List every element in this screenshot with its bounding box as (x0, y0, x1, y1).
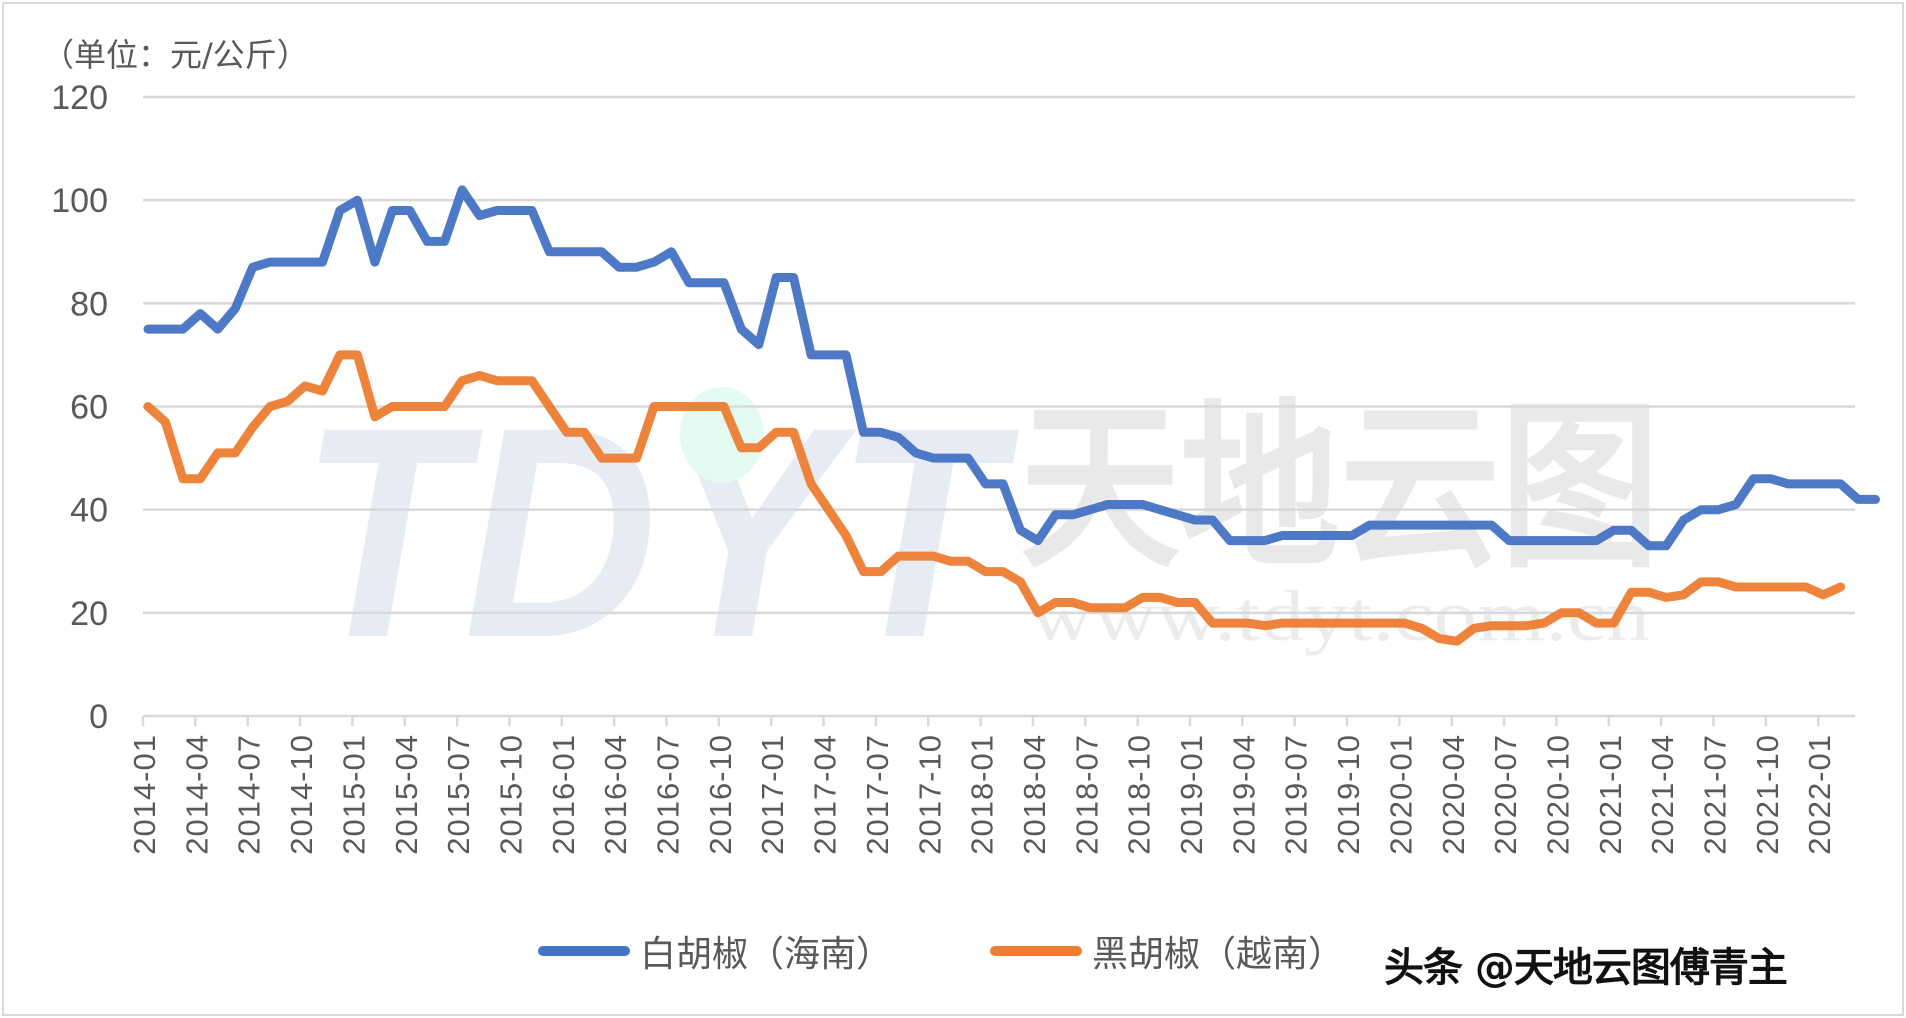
x-tick-label: 2015-04 (389, 734, 424, 855)
x-tick-label: 2021-07 (1698, 734, 1733, 855)
y-tick-label: 40 (70, 492, 108, 530)
series-lines (143, 185, 1880, 646)
x-tick-label: 2018-07 (1069, 734, 1104, 855)
x-tick-label: 2019-04 (1226, 734, 1261, 855)
x-tick-label: 2020-01 (1383, 734, 1418, 855)
x-tick-label: 2016-07 (651, 734, 686, 855)
series-line-black-pepper (143, 350, 1846, 646)
x-tick-label: 2021-01 (1593, 734, 1628, 855)
x-tick-label: 2020-04 (1436, 734, 1471, 855)
x-tick-label: 2022-01 (1802, 734, 1837, 855)
watermark-cn-text: 天地云图 (1020, 384, 1660, 593)
x-tick-label: 2017-04 (808, 734, 843, 855)
x-tick-label: 2019-07 (1279, 734, 1314, 855)
x-tick-label: 2015-10 (493, 734, 528, 855)
y-tick-label: 60 (70, 389, 108, 427)
x-tick-label: 2016-10 (703, 734, 738, 855)
x-tick-label: 2018-01 (965, 734, 1000, 855)
x-tick-label: 2017-07 (860, 734, 895, 855)
gridlines (143, 95, 1855, 718)
x-tick-label: 2016-04 (598, 734, 633, 855)
x-tick-label: 2014-10 (284, 734, 319, 855)
x-tick-label: 2020-07 (1488, 734, 1523, 855)
x-tick-label: 2018-10 (1122, 734, 1157, 855)
x-tick-label: 2020-10 (1540, 734, 1575, 855)
legend-item-black-pepper[interactable]: 黑胡椒（越南） (990, 928, 1345, 975)
y-tick-label: 100 (51, 182, 108, 220)
x-tick-label: 2014-01 (127, 734, 162, 855)
x-tick-label: 2018-04 (1017, 734, 1052, 855)
watermark-logo: TDYT (300, 364, 1021, 700)
legend-swatch-black-pepper (990, 946, 1082, 956)
y-tick-label: 120 (51, 79, 108, 117)
x-tick-label: 2014-07 (232, 734, 267, 855)
x-tick-label: 2017-01 (755, 734, 790, 855)
x-tick-label: 2015-07 (441, 734, 476, 855)
x-tick-label: 2021-10 (1750, 734, 1785, 855)
legend-label-white-pepper: 白胡椒（海南） (640, 934, 893, 975)
x-tick-label: 2019-01 (1174, 734, 1209, 855)
y-tick-label: 80 (70, 285, 108, 323)
legend-label-black-pepper: 黑胡椒（越南） (1092, 934, 1345, 975)
x-tick-label: 2014-04 (179, 734, 214, 855)
y-tick-label: 20 (70, 595, 108, 633)
x-tick-label: 2017-10 (912, 734, 947, 855)
legend-swatch-white-pepper (538, 946, 630, 956)
watermark-url: www.tdyt.com.cn (1030, 576, 1650, 656)
x-tick-label: 2021-04 (1645, 734, 1680, 855)
x-tick-label: 2015-01 (336, 734, 371, 855)
series-line-white-pepper (143, 185, 1880, 551)
y-axis: 0 20 40 60 80 100 120 (51, 79, 108, 736)
watermark-dot (680, 387, 764, 483)
x-tick-label: 2019-10 (1331, 734, 1366, 855)
x-tick-label: 2016-01 (546, 734, 581, 855)
x-axis: 2014-01 2014-04 2014-07 2014-10 2015-01 2015-… (127, 716, 1837, 855)
legend-item-white-pepper[interactable]: 白胡椒（海南） (538, 928, 893, 975)
y-tick-label: 0 (89, 698, 108, 736)
source-credit: 头条 @天地云图傅青主 (1384, 945, 1788, 991)
watermark: TDYT 天地云图 www.tdyt.com.cn (300, 364, 1660, 700)
unit-label: （单位：元/公斤） (42, 36, 309, 74)
